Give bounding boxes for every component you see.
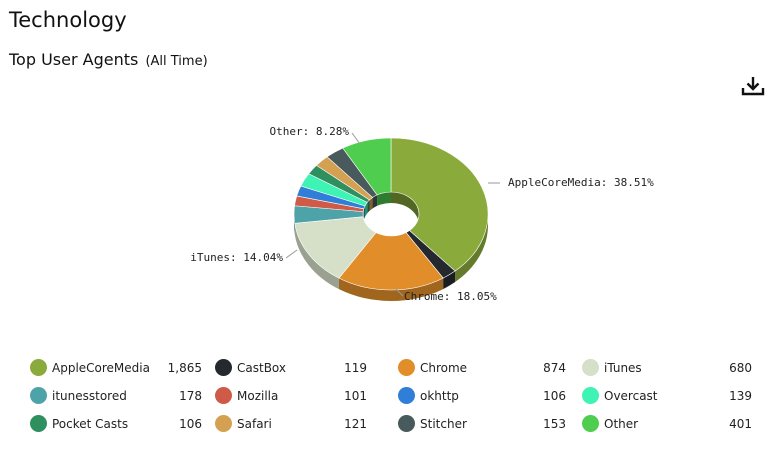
chart-title: Top User Agents (All Time) bbox=[9, 50, 208, 69]
legend-name: iTunes bbox=[604, 361, 642, 375]
page-title: Technology bbox=[9, 8, 127, 32]
legend-swatch bbox=[30, 359, 47, 376]
slice-chrome[interactable] bbox=[338, 232, 444, 291]
slice-inner-other bbox=[377, 192, 391, 206]
legend-item[interactable]: itunesstored 178 bbox=[30, 386, 202, 406]
legend-swatch bbox=[582, 387, 599, 404]
slice-side-chrome bbox=[338, 278, 444, 301]
legend-name: Overcast bbox=[604, 389, 658, 403]
legend-item[interactable]: Stitcher 153 bbox=[398, 414, 566, 434]
legend-swatch bbox=[215, 359, 232, 376]
label-leader-other bbox=[351, 132, 361, 145]
legend-swatch bbox=[30, 415, 47, 432]
download-button[interactable] bbox=[741, 75, 765, 97]
legend-name: itunesstored bbox=[52, 389, 127, 403]
legend-swatch bbox=[30, 387, 47, 404]
legend-item[interactable]: Overcast 139 bbox=[582, 386, 752, 406]
slice-inner-stitcher bbox=[372, 194, 378, 209]
legend-value: 680 bbox=[729, 361, 752, 375]
legend-value: 106 bbox=[179, 417, 202, 431]
slice-inner-safari bbox=[369, 197, 373, 211]
legend-item[interactable]: Chrome 874 bbox=[398, 358, 566, 378]
legend-item[interactable]: CastBox 119 bbox=[215, 358, 367, 378]
legend-item[interactable]: AppleCoreMedia 1,865 bbox=[30, 358, 202, 378]
legend-name: Mozilla bbox=[237, 389, 279, 403]
slice-inner-pocket-casts bbox=[367, 199, 370, 214]
legend-value: 101 bbox=[344, 389, 367, 403]
legend-item[interactable]: okhttp 106 bbox=[398, 386, 566, 406]
legend-value: 139 bbox=[729, 389, 752, 403]
legend-name: Pocket Casts bbox=[52, 417, 129, 431]
legend-item[interactable]: Safari 121 bbox=[215, 414, 367, 434]
slice-inner-okhttp bbox=[363, 205, 365, 220]
slice-other[interactable] bbox=[342, 137, 392, 196]
data-label-chrome: Chrome: 18.05% bbox=[404, 290, 497, 303]
slice-side-itunes bbox=[294, 223, 339, 290]
legend-item[interactable]: Other 401 bbox=[582, 414, 752, 434]
legend-swatch bbox=[582, 415, 599, 432]
legend-name: AppleCoreMedia bbox=[52, 361, 150, 375]
slice-inner-applecoremedia bbox=[391, 192, 419, 225]
slice-side-castbox bbox=[443, 271, 456, 290]
pie-chart: AppleCoreMedia: 38.51% Chrome: 18.05% iTun… bbox=[190, 125, 654, 303]
label-leader-itunes bbox=[285, 249, 298, 259]
legend-value: 121 bbox=[344, 417, 367, 431]
data-label-itunes: iTunes: 14.04% bbox=[190, 251, 283, 264]
label-leader-chrome bbox=[394, 287, 404, 297]
legend-item[interactable]: Pocket Casts 106 bbox=[30, 414, 202, 434]
legend-name: Other bbox=[604, 417, 639, 431]
chart-title-main: Top User Agents bbox=[9, 50, 139, 69]
legend-name: CastBox bbox=[237, 361, 286, 375]
pie-depth bbox=[294, 192, 489, 301]
legend-name: Chrome bbox=[420, 361, 468, 375]
legend-value: 401 bbox=[729, 417, 752, 431]
legend-value: 874 bbox=[543, 361, 566, 375]
legend-swatch bbox=[215, 387, 232, 404]
legend-value: 153 bbox=[543, 417, 566, 431]
legend-name: Stitcher bbox=[420, 417, 467, 431]
pie-slices bbox=[293, 137, 489, 291]
legend-value: 1,865 bbox=[167, 361, 202, 375]
legend-value: 119 bbox=[344, 361, 367, 375]
legend-swatch bbox=[398, 359, 415, 376]
legend-value: 178 bbox=[179, 389, 202, 403]
legend-swatch bbox=[398, 387, 415, 404]
download-icon bbox=[741, 77, 765, 96]
legend-name: okhttp bbox=[420, 389, 459, 403]
slice-itunes[interactable] bbox=[294, 216, 377, 279]
legend-item[interactable]: iTunes 680 bbox=[582, 358, 752, 378]
slice-applecoremedia[interactable] bbox=[390, 137, 489, 272]
legend-swatch bbox=[398, 415, 415, 432]
legend-value: 106 bbox=[543, 389, 566, 403]
legend-name: Safari bbox=[237, 417, 272, 431]
slice-inner-overcast bbox=[364, 202, 368, 217]
data-label-other: Other: 8.28% bbox=[270, 125, 350, 138]
legend-item[interactable]: Mozilla 101 bbox=[215, 386, 367, 406]
chart-subtitle: (All Time) bbox=[145, 54, 208, 69]
legend-swatch bbox=[215, 415, 232, 432]
data-label-applecoremedia: AppleCoreMedia: 38.51% bbox=[508, 176, 654, 189]
legend-swatch bbox=[582, 359, 599, 376]
